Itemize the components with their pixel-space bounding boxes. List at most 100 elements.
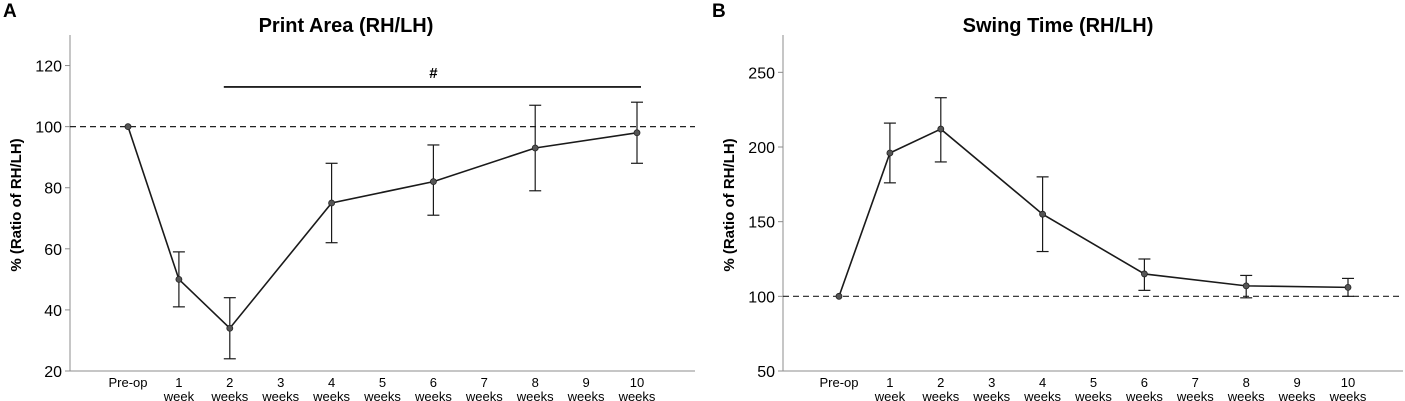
- series-line: [127, 126, 638, 330]
- x-tick-label: 10 weeks: [618, 375, 656, 401]
- x-tick-label: 6 weeks: [414, 375, 452, 401]
- panel-letter: B: [712, 1, 726, 22]
- x-tick-label-line: weeks: [1125, 389, 1163, 401]
- data-point: [226, 324, 234, 332]
- x-tick-label: 9 weeks: [1278, 375, 1316, 401]
- x-tick-label-line: weeks: [312, 389, 350, 401]
- data-point: [835, 292, 843, 300]
- y-tick-label: 60: [44, 242, 62, 259]
- x-tick-label: 3 weeks: [972, 375, 1010, 401]
- data-point: [429, 178, 437, 186]
- y-tick-label: 50: [757, 364, 775, 381]
- x-tick-label: 5 weeks: [1074, 375, 1112, 401]
- x-tick-label-line: weeks: [1278, 389, 1316, 401]
- x-tick-label-line: weeks: [1176, 389, 1214, 401]
- x-tick-label: 9 weeks: [567, 375, 605, 401]
- x-tick-label: 8 weeks: [516, 375, 554, 401]
- x-tick-label-line: Pre-op: [819, 375, 858, 390]
- x-tick-label-line: 8: [532, 375, 539, 390]
- data-point: [531, 144, 539, 152]
- x-tick-label: 4 weeks: [1023, 375, 1061, 401]
- y-tick-label: 80: [44, 181, 62, 198]
- x-tick-label-line: weeks: [972, 389, 1010, 401]
- x-tick-label-line: 3: [988, 375, 995, 390]
- x-tick-label-line: weeks: [414, 389, 452, 401]
- x-tick-label-line: 4: [328, 375, 335, 390]
- y-tick-label: 40: [44, 303, 62, 320]
- x-tick-label-line: 5: [1090, 375, 1097, 390]
- y-tick-label: 250: [748, 65, 775, 82]
- y-tick-label: 120: [35, 59, 62, 76]
- x-tick-label: 8 weeks: [1227, 375, 1265, 401]
- x-tick-label-line: 4: [1039, 375, 1046, 390]
- panel-letter: A: [3, 1, 17, 22]
- x-tick-label-line: weeks: [1023, 389, 1061, 401]
- x-tick-label: 4 weeks: [312, 375, 350, 401]
- y-tick-label: 200: [748, 140, 775, 157]
- x-tick-label: 1 week: [163, 375, 195, 401]
- x-tick-label-line: 6: [1141, 375, 1148, 390]
- data-point: [1344, 283, 1352, 291]
- y-tick-label: 150: [748, 215, 775, 232]
- x-tick-label: 5 weeks: [363, 375, 401, 401]
- x-tick-label-line: weeks: [363, 389, 401, 401]
- x-tick-label-line: weeks: [516, 389, 554, 401]
- panel-a: A Print Area (RH/LH) % (Ratio of RH/LH) …: [3, 1, 695, 401]
- x-tick-label: 7 weeks: [1176, 375, 1214, 401]
- x-tick-label-line: 8: [1243, 375, 1250, 390]
- chart-title: Print Area (RH/LH): [259, 15, 434, 37]
- x-tick-label-line: 7: [481, 375, 488, 390]
- x-tick-label-line: weeks: [921, 389, 959, 401]
- data-point: [937, 125, 945, 133]
- x-tick-label: 1 week: [874, 375, 906, 401]
- x-tick-label-line: weeks: [1329, 389, 1367, 401]
- x-tick-label-line: 9: [582, 375, 589, 390]
- x-tick-label-line: weeks: [261, 389, 299, 401]
- y-axis-label: % (Ratio of RH/LH): [8, 138, 25, 271]
- x-tick-label: Pre-op: [819, 375, 858, 390]
- x-tick-label: 7 weeks: [465, 375, 503, 401]
- x-tick-label-line: 2: [226, 375, 233, 390]
- x-tick-label: 10 weeks: [1329, 375, 1367, 401]
- panel-b: B Swing Time (RH/LH) % (Ratio of RH/LH) …: [712, 1, 1403, 401]
- x-tick-label-line: weeks: [567, 389, 605, 401]
- data-point: [633, 129, 641, 137]
- x-tick-label-line: 1: [175, 375, 182, 390]
- x-tick-label: 2 weeks: [210, 375, 248, 401]
- significance-marker: #: [429, 65, 438, 82]
- data-point: [1242, 282, 1250, 290]
- y-tick-label: 100: [748, 289, 775, 306]
- data-point: [328, 199, 336, 207]
- x-tick-label-line: 3: [277, 375, 284, 390]
- x-tick-label: 2 weeks: [921, 375, 959, 401]
- x-tick-label-line: 7: [1192, 375, 1199, 390]
- x-tick-label-line: weeks: [1074, 389, 1112, 401]
- x-tick-label-line: weeks: [465, 389, 503, 401]
- data-point: [124, 123, 132, 131]
- x-tick-label: 3 weeks: [261, 375, 299, 401]
- x-tick-label-line: 10: [1341, 375, 1355, 390]
- x-tick-label-line: 5: [379, 375, 386, 390]
- x-tick-label-line: 9: [1293, 375, 1300, 390]
- x-tick-label: Pre-op: [108, 375, 147, 390]
- data-point: [1141, 270, 1148, 278]
- data-point: [886, 149, 894, 157]
- data-point: [175, 275, 183, 283]
- x-tick-label-line: 6: [430, 375, 437, 390]
- x-tick-label-line: 10: [630, 375, 644, 390]
- x-tick-label-line: week: [874, 389, 906, 401]
- x-tick-label-line: week: [163, 389, 195, 401]
- x-tick-label-line: weeks: [210, 389, 248, 401]
- series-line: [838, 128, 1349, 297]
- y-tick-label: 20: [44, 364, 62, 381]
- x-tick-label: 6 weeks: [1125, 375, 1163, 401]
- x-tick-label-line: weeks: [1227, 389, 1265, 401]
- y-axis-label: % (Ratio of RH/LH): [721, 138, 738, 271]
- y-tick-label: 100: [35, 120, 62, 137]
- x-tick-label-line: weeks: [618, 389, 656, 401]
- x-tick-label-line: 2: [937, 375, 944, 390]
- x-tick-label-line: 1: [886, 375, 893, 390]
- x-tick-label-line: Pre-op: [108, 375, 147, 390]
- chart-title: Swing Time (RH/LH): [963, 15, 1154, 37]
